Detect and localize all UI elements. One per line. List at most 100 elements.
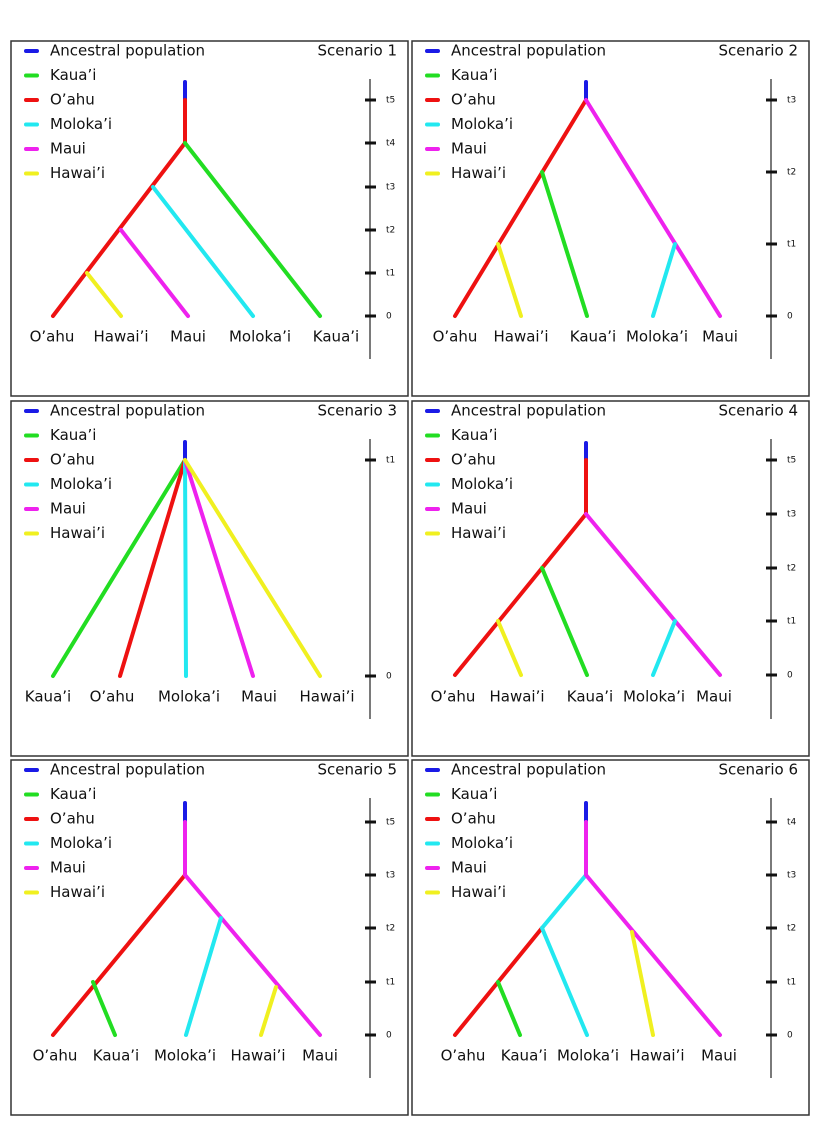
- leaf-label: Moloka’i: [623, 688, 685, 706]
- panel-border: [10, 40, 409, 397]
- leaf-label: Kaua’i: [93, 1047, 139, 1065]
- legend-label: Kaua’i: [451, 785, 497, 803]
- legend-label: Moloka’i: [451, 115, 513, 133]
- time-tick-label: 0: [386, 672, 392, 682]
- leaf-label: O’ahu: [441, 1047, 486, 1065]
- tree-branch: [584, 873, 722, 1037]
- tree-branch: [453, 512, 588, 677]
- time-tick-label: t5: [386, 818, 395, 828]
- scenario-panel: Scenario 3 Ancestral population Kaua’i O’ah…: [10, 400, 409, 757]
- tree-branch: [259, 985, 278, 1037]
- tree-branch: [51, 873, 187, 1037]
- legend-label: O’ahu: [50, 810, 95, 828]
- legend-label: Hawai’i: [50, 883, 105, 901]
- leaf-label: Hawai’i: [299, 688, 354, 706]
- time-tick-label: 0: [787, 1031, 793, 1041]
- legend-label: Moloka’i: [50, 834, 112, 852]
- time-tick-label: t4: [386, 139, 396, 149]
- legend-label: Kaua’i: [451, 426, 497, 444]
- leaf-label: O’ahu: [90, 688, 135, 706]
- panel-title: Scenario 2: [718, 42, 798, 60]
- scenario-panel: Scenario 1 Ancestral population Kaua’i O’ah…: [10, 40, 409, 397]
- leaf-label: Moloka’i: [557, 1047, 619, 1065]
- tree-branch: [540, 926, 589, 1037]
- legend-label: Moloka’i: [50, 115, 112, 133]
- time-tick-label: t1: [386, 978, 395, 988]
- panel-title: Scenario 5: [317, 761, 397, 779]
- time-tick-label: t5: [787, 456, 796, 466]
- tree-branch: [151, 185, 255, 318]
- leaf-label: O’ahu: [33, 1047, 78, 1065]
- leaf-label: Hawai’i: [493, 328, 548, 346]
- legend-label: Ancestral population: [50, 42, 205, 60]
- leaf-label: Maui: [702, 328, 738, 346]
- tree-branch: [584, 98, 722, 318]
- tree-branch: [651, 242, 677, 318]
- tree-branch: [118, 458, 187, 678]
- tree-branch: [496, 619, 523, 677]
- tree-branch: [453, 98, 588, 318]
- tree-branch: [630, 930, 655, 1037]
- leaf-label: Hawai’i: [489, 688, 544, 706]
- time-tick-label: t2: [386, 924, 395, 934]
- tree-branch: [496, 242, 523, 318]
- time-tick-label: t3: [386, 183, 395, 193]
- leaf-label: Maui: [170, 328, 206, 346]
- legend-label: Moloka’i: [451, 475, 513, 493]
- leaf-label: Kaua’i: [25, 688, 71, 706]
- leaf-label: Maui: [701, 1047, 737, 1065]
- panel-title: Scenario 1: [317, 42, 397, 60]
- legend-label: Ancestral population: [50, 761, 205, 779]
- panel-title: Scenario 6: [718, 761, 798, 779]
- tree-branch: [119, 228, 190, 318]
- leaf-label: Maui: [696, 688, 732, 706]
- time-tick-label: t3: [787, 871, 796, 881]
- time-tick-label: 0: [787, 312, 793, 322]
- scenario-panel: Scenario 2 Ancestral population Kaua’i O’ah…: [411, 40, 810, 397]
- tree-branch: [540, 170, 589, 318]
- time-tick-label: t1: [386, 269, 395, 279]
- legend-label: Maui: [50, 140, 86, 158]
- time-tick-label: t2: [787, 924, 796, 934]
- legend-label: Kaua’i: [451, 66, 497, 84]
- tree-branch: [183, 458, 255, 678]
- leaf-label: Kaua’i: [313, 328, 359, 346]
- legend-label: Moloka’i: [50, 475, 112, 493]
- leaf-label: Moloka’i: [626, 328, 688, 346]
- tree-branch: [183, 458, 188, 678]
- time-tick-label: t1: [386, 456, 395, 466]
- legend-label: O’ahu: [451, 91, 496, 109]
- legend-label: Hawai’i: [451, 164, 506, 182]
- tree-branch: [51, 458, 187, 678]
- tree-branch: [183, 458, 322, 678]
- legend-label: Ancestral population: [451, 402, 606, 420]
- legend-label: Ancestral population: [50, 402, 205, 420]
- tree-branch: [51, 141, 187, 318]
- leaf-label: Kaua’i: [570, 328, 616, 346]
- panel-border: [411, 759, 810, 1116]
- tree-branch: [540, 873, 588, 930]
- legend-label: Ancestral population: [451, 761, 606, 779]
- leaf-label: Maui: [241, 688, 277, 706]
- legend-label: Hawai’i: [451, 883, 506, 901]
- tree-branch: [584, 512, 722, 677]
- panel-border: [10, 759, 409, 1116]
- leaf-label: Moloka’i: [154, 1047, 216, 1065]
- legend-label: Maui: [451, 140, 487, 158]
- tree-branch: [85, 271, 123, 318]
- panel-title: Scenario 4: [718, 402, 798, 420]
- legend-label: O’ahu: [451, 451, 496, 469]
- time-tick-label: t1: [787, 617, 796, 627]
- panel-title: Scenario 3: [317, 402, 397, 420]
- panel-border: [10, 400, 409, 757]
- leaf-label: O’ahu: [30, 328, 75, 346]
- tree-branch: [91, 980, 117, 1037]
- time-tick-label: t2: [787, 564, 796, 574]
- legend-label: Kaua’i: [50, 785, 96, 803]
- leaf-label: Kaua’i: [501, 1047, 547, 1065]
- time-tick-label: t3: [787, 510, 796, 520]
- legend-label: Maui: [451, 500, 487, 518]
- time-tick-label: t2: [787, 168, 796, 178]
- panel-border: [411, 400, 810, 757]
- time-tick-label: t4: [787, 818, 797, 828]
